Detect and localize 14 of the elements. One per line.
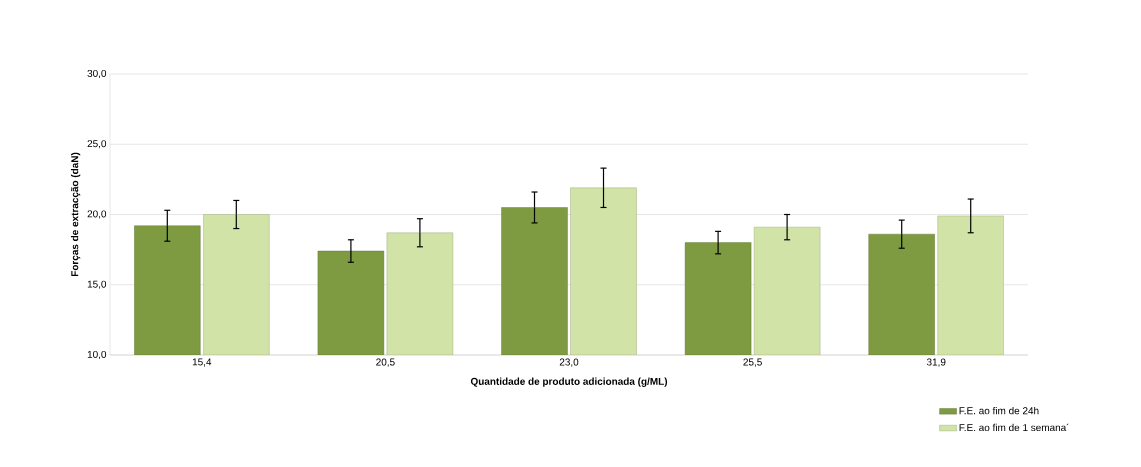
x-tick-label: 15,4 (192, 358, 212, 367)
legend-label: F.E. ao fim de 24h (959, 406, 1039, 415)
legend-label: F.E. ao fim de 1 semana´ (959, 423, 1069, 432)
x-axis-title: Quantidade de produto adicionada (g/ML) (470, 377, 668, 387)
y-tick-label: 10,0 (87, 350, 107, 360)
x-tick-label: 31,9 (926, 358, 946, 367)
y-tick-label: 15,0 (87, 280, 107, 289)
x-tick-label: 23,0 (559, 358, 579, 367)
x-tick-label: 20,5 (376, 358, 395, 367)
x-tick-label: 25,5 (743, 358, 762, 367)
y-tick-label: 20,0 (87, 210, 107, 219)
y-tick-label: 25,0 (87, 140, 107, 149)
y-tick-label: 30,0 (87, 69, 107, 79)
y-axis-title: Forças de extracção (daN) (70, 152, 81, 277)
